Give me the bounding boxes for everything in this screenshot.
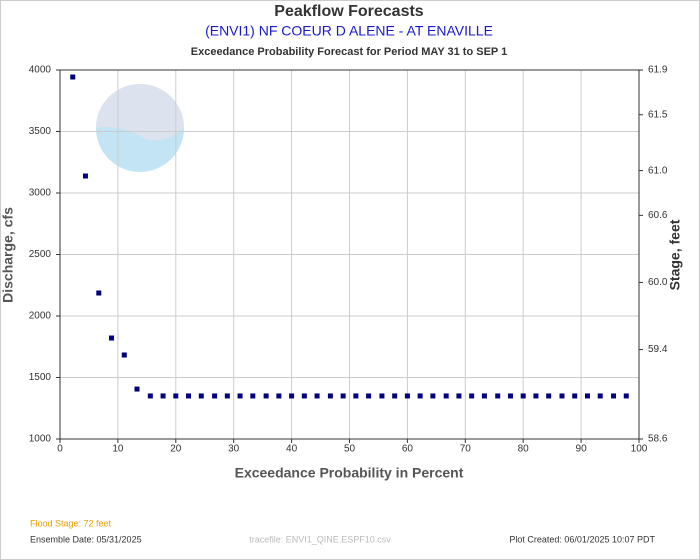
x-tick-label: 100 <box>631 444 648 455</box>
chart-subtitle: (ENVI1) NF COEUR D ALENE - AT ENAVILLE <box>205 23 493 39</box>
y2-tick-label: 60.6 <box>648 210 668 221</box>
y2-tick-label: 61.0 <box>648 165 668 176</box>
point <box>520 393 526 399</box>
chart-title: Peakflow Forecasts <box>274 3 424 20</box>
plot-created: Plot Created: 06/01/2025 10:07 PDT <box>509 534 655 544</box>
y2-tick-label: 61.5 <box>648 109 668 120</box>
point <box>301 393 307 399</box>
y-tick-label: 1000 <box>29 434 52 445</box>
point <box>559 393 565 399</box>
point <box>186 393 192 399</box>
y-tick-label: 2500 <box>29 249 52 260</box>
point <box>623 393 629 399</box>
x-tick-label: 20 <box>170 444 182 455</box>
point <box>469 393 475 399</box>
point <box>109 335 115 341</box>
x-tick-label: 0 <box>57 444 63 455</box>
point <box>611 393 617 399</box>
point <box>456 393 462 399</box>
point <box>173 393 179 399</box>
x-tick-label: 40 <box>286 444 298 455</box>
logo <box>96 84 184 172</box>
y-tick-label: 2000 <box>29 311 52 322</box>
point <box>289 393 295 399</box>
point <box>212 393 218 399</box>
point <box>353 393 359 399</box>
point <box>263 393 269 399</box>
flood-stage: Flood Stage: 72 feet <box>30 518 112 528</box>
point <box>198 393 204 399</box>
x-tick-label: 70 <box>460 444 472 455</box>
y2-tick-label: 61.9 <box>648 65 668 76</box>
y-tick-label: 3500 <box>29 126 52 137</box>
x-tick-label: 50 <box>344 444 356 455</box>
point <box>481 393 487 399</box>
chart-description: Exceedance Probability Forecast for Peri… <box>191 46 507 58</box>
point <box>314 393 320 399</box>
point <box>160 393 166 399</box>
point <box>584 393 590 399</box>
point <box>597 393 603 399</box>
point <box>70 74 76 80</box>
point <box>237 393 243 399</box>
point <box>121 352 127 358</box>
y2-tick-label: 58.6 <box>648 434 668 445</box>
point <box>430 393 436 399</box>
point <box>96 290 102 296</box>
x-tick-label: 60 <box>402 444 414 455</box>
y-tick-label: 3000 <box>29 188 52 199</box>
point <box>443 393 449 399</box>
point <box>340 393 346 399</box>
point <box>366 393 372 399</box>
point <box>404 393 410 399</box>
point <box>495 393 501 399</box>
point <box>546 393 552 399</box>
y-tick-label: 1500 <box>29 372 52 383</box>
point <box>147 393 153 399</box>
point <box>327 393 333 399</box>
y2-axis-label: Stage, feet <box>667 219 683 290</box>
point <box>507 393 513 399</box>
x-tick-label: 30 <box>228 444 240 455</box>
point <box>134 386 140 392</box>
plot-area <box>59 69 640 440</box>
point <box>572 393 578 399</box>
point <box>276 393 282 399</box>
y2-tick-label: 59.4 <box>648 344 668 355</box>
x-tick-label: 80 <box>518 444 530 455</box>
tracefile: tracefile: ENVI1_QINE.ESPF10.csv <box>249 534 391 544</box>
point <box>533 393 539 399</box>
x-axis-label: Exceedance Probability in Percent <box>235 465 464 481</box>
point <box>224 393 230 399</box>
ensemble-date: Ensemble Date: 05/31/2025 <box>30 534 142 544</box>
y-axis-label: Discharge, cfs <box>0 207 16 303</box>
point <box>82 173 88 179</box>
point <box>417 393 423 399</box>
x-tick-label: 90 <box>576 444 588 455</box>
x-tick-label: 10 <box>112 444 124 455</box>
point <box>250 393 256 399</box>
point <box>392 393 398 399</box>
point <box>379 393 385 399</box>
y-tick-label: 4000 <box>29 65 52 76</box>
y2-tick-label: 60.0 <box>648 277 668 288</box>
